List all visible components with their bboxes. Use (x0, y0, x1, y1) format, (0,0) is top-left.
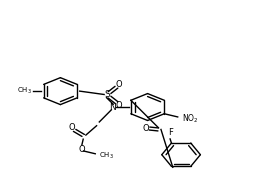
Text: O: O (79, 145, 85, 154)
Text: O: O (143, 124, 150, 133)
Text: CH$_3$: CH$_3$ (17, 86, 32, 96)
Text: CH$_3$: CH$_3$ (99, 150, 114, 161)
Text: S: S (104, 90, 110, 99)
Text: F: F (168, 128, 173, 137)
Text: NO$_2$: NO$_2$ (182, 112, 198, 125)
Text: O: O (115, 80, 122, 89)
Text: N: N (109, 102, 116, 112)
Text: O: O (115, 101, 122, 110)
Text: O: O (69, 123, 75, 132)
